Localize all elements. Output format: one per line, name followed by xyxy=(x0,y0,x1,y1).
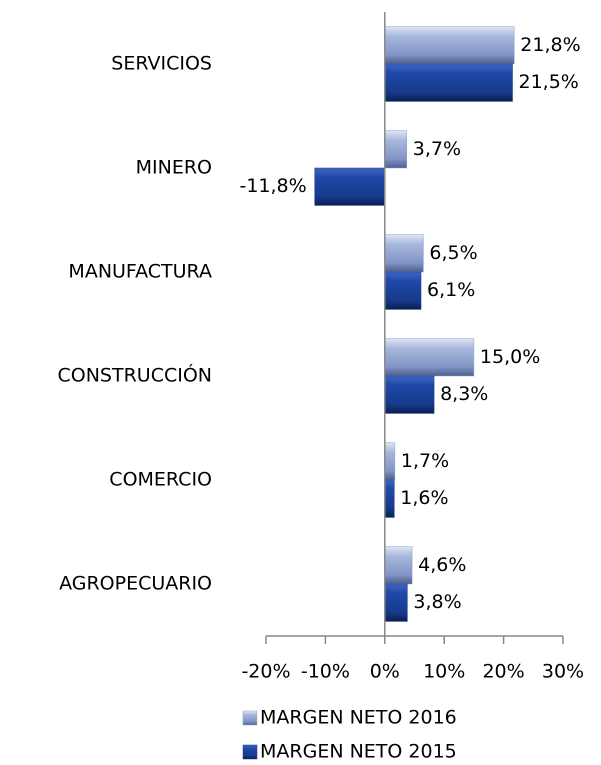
y-tick-label: AGROPECUARIO xyxy=(59,573,212,595)
value-label: -11,8% xyxy=(239,175,306,197)
x-tick-label: 10% xyxy=(423,661,465,683)
legend-marker xyxy=(242,710,258,726)
legend-marker xyxy=(242,744,258,760)
bar xyxy=(384,479,395,518)
value-label: 6,1% xyxy=(427,279,475,301)
value-label: 1,6% xyxy=(400,487,448,509)
bar xyxy=(384,583,408,622)
value-label: 3,7% xyxy=(413,138,461,160)
bar xyxy=(384,26,515,65)
legend-label: MARGEN NETO 2015 xyxy=(260,741,457,763)
x-tick-label: -10% xyxy=(301,661,350,683)
x-tick-label: 30% xyxy=(542,661,584,683)
value-label: 4,6% xyxy=(418,554,466,576)
value-label: 1,7% xyxy=(401,450,449,472)
bar xyxy=(384,338,475,377)
bar xyxy=(384,271,422,310)
y-tick-label: MINERO xyxy=(136,157,212,179)
bar xyxy=(384,63,513,102)
y-tick-label: MANUFACTURA xyxy=(68,261,212,283)
value-label: 21,8% xyxy=(520,34,580,56)
x-tick-label: 0% xyxy=(370,661,400,683)
x-tick-label: -20% xyxy=(241,661,290,683)
bar xyxy=(384,442,396,481)
value-label: 21,5% xyxy=(519,71,579,93)
value-label: 15,0% xyxy=(480,346,540,368)
value-label: 6,5% xyxy=(429,242,477,264)
value-label: 3,8% xyxy=(413,591,461,613)
y-tick-label: SERVICIOS xyxy=(111,53,212,75)
legend-label: MARGEN NETO 2016 xyxy=(260,707,457,729)
value-label: 8,3% xyxy=(440,383,488,405)
x-tick-label: 20% xyxy=(482,661,524,683)
bar xyxy=(384,234,424,273)
bar xyxy=(314,167,386,206)
y-tick-label: CONSTRUCCIÓN xyxy=(57,363,212,387)
bar xyxy=(384,130,408,169)
bar xyxy=(384,375,435,414)
y-tick-label: COMERCIO xyxy=(109,469,212,491)
bar xyxy=(384,546,413,585)
